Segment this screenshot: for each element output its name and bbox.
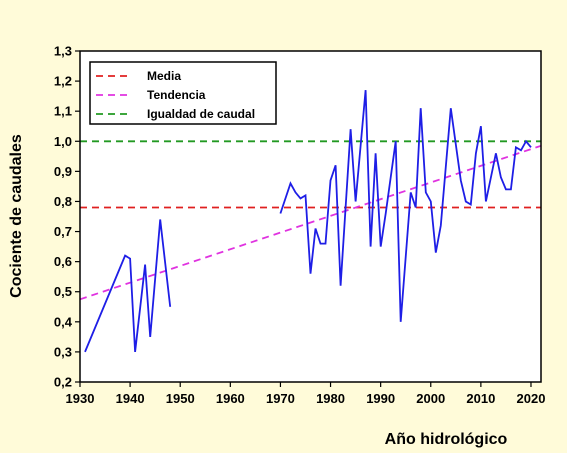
y-tick-label: 1,2: [54, 74, 72, 89]
y-tick-label: 1,0: [54, 134, 72, 149]
y-tick-label: 0,2: [54, 375, 72, 390]
y-axis: 0,2 0,3 0,4 0,5 0,6 0,7 0,8 0,9 1,0 1,1 1,2 1,3: [54, 44, 80, 390]
x-tick-label: 2020: [517, 391, 546, 406]
y-tick-label: 0,4: [54, 314, 73, 329]
series-line-observed: [279, 90, 532, 322]
y-tick-label: 0,6: [54, 254, 72, 269]
x-tick-label: 1930: [66, 391, 95, 406]
legend-label-media: Media: [147, 69, 181, 83]
x-tick-label: 2000: [416, 391, 445, 406]
y-tick-label: 0,5: [54, 284, 72, 299]
legend-label-igualdad: Igualdad de caudal: [147, 107, 255, 121]
plot-frame: [79, 50, 542, 383]
legend: Media Tendencia Igualdad de caudal: [89, 61, 277, 125]
x-axis-title: Año hidrológico: [385, 431, 508, 448]
y-tick-label: 1,1: [54, 104, 72, 119]
x-axis: 1930 1940 1950 1960 1970 1980 1990 2000 2010 2020: [66, 382, 546, 406]
y-tick-label: 0,7: [54, 224, 72, 239]
y-tick-label: 0,8: [54, 194, 72, 209]
series-line-observed: [84, 219, 172, 353]
x-tick-label: 1950: [166, 391, 195, 406]
x-tick-label: 1990: [366, 391, 395, 406]
series-line-tendencia: [79, 144, 542, 301]
y-axis-title: Cociente de caudales: [8, 134, 25, 298]
y-tick-label: 0,3: [54, 344, 72, 359]
y-tick-label: 1,3: [54, 44, 72, 59]
lines-layer: [79, 90, 542, 353]
legend-label-tendencia: Tendencia: [147, 88, 206, 102]
x-tick-label: 1970: [266, 391, 295, 406]
x-tick-label: 2010: [466, 391, 495, 406]
x-tick-label: 1940: [116, 391, 145, 406]
x-tick-label: 1980: [316, 391, 345, 406]
y-tick-label: 0,9: [54, 164, 72, 179]
x-tick-label: 1960: [216, 391, 245, 406]
